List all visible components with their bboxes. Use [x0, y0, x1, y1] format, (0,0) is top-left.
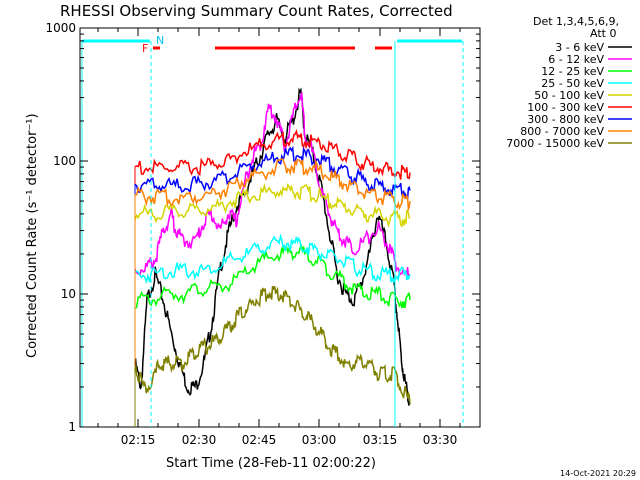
legend-label: 800 - 7000 keV — [520, 125, 604, 138]
night-marker-label: N — [156, 34, 164, 47]
legend-label: 100 - 300 keV — [527, 101, 604, 114]
series-line-7 — [134, 158, 411, 212]
x-axis-label: Start Time (28-Feb-11 02:00:22) — [166, 456, 376, 471]
legend-header-1: Det 1,3,4,5,6,9, — [533, 15, 619, 28]
x-axis-ticks: 02:15 02:30 02:45 03:00 03:15 03:30 — [97, 28, 461, 447]
x-tick-label: 03:30 — [423, 433, 458, 447]
x-tick-label: 02:45 — [242, 433, 277, 447]
plot-area: FN 02:15 02:30 02:45 03:00 03:15 03:30 1 10 100… — [45, 21, 481, 447]
y-tick-label: 10 — [61, 287, 76, 301]
legend-label: 3 - 6 keV — [555, 41, 604, 54]
y-tick-label: 100 — [53, 154, 76, 168]
series-line-6 — [134, 145, 411, 199]
legend-label: 300 - 800 keV — [527, 113, 604, 126]
x-tick-label: 03:15 — [363, 433, 398, 447]
chart-title: RHESSI Observing Summary Count Rates, Co… — [60, 2, 453, 20]
series-line-1 — [134, 92, 411, 279]
legend-header-2: Att 0 — [590, 27, 616, 40]
legend-label: 7000 - 15000 keV — [506, 137, 604, 150]
series-layer — [134, 87, 411, 427]
series-line-3 — [134, 233, 411, 285]
series-line-8 — [134, 285, 411, 404]
x-tick-label: 03:00 — [302, 433, 337, 447]
series-line-5 — [134, 129, 411, 180]
legend-label: 6 - 12 keV — [548, 53, 604, 66]
legend-label: 25 - 50 keV — [541, 77, 604, 90]
timestamp: 14-Oct-2021 20:29 — [560, 469, 636, 478]
x-tick-label: 02:15 — [121, 433, 156, 447]
series-line-2 — [134, 243, 411, 309]
legend-label: 50 - 100 keV — [534, 89, 604, 102]
x-tick-label: 02:30 — [182, 433, 217, 447]
marker-layer: FN — [81, 34, 464, 427]
series-line-4 — [134, 182, 411, 228]
plot-frame — [79, 27, 481, 428]
y-axis-ticks: 1 10 100 1000 — [45, 21, 480, 434]
y-tick-label: 1000 — [45, 21, 76, 35]
y-tick-label: 1 — [68, 420, 76, 434]
legend-label: 12 - 25 keV — [541, 65, 604, 78]
y-axis-label: Corrected Count Rate (s⁻¹ detector⁻¹) — [25, 113, 40, 358]
flare-marker-label: F — [142, 42, 148, 55]
